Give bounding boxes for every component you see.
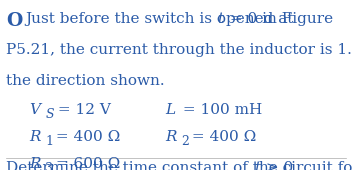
Text: P5.21, the current through the inductor is 1.70 mA in: P5.21, the current through the inductor … <box>6 43 352 57</box>
Text: R: R <box>29 157 40 170</box>
Text: = 0 in Figure: = 0 in Figure <box>225 12 333 26</box>
Text: t: t <box>254 161 260 170</box>
Text: = 12 V: = 12 V <box>53 103 111 117</box>
Text: O: O <box>6 12 23 30</box>
Text: Determine the time constant of the circuit for: Determine the time constant of the circu… <box>6 161 352 170</box>
Text: = 400 Ω: = 400 Ω <box>51 130 121 144</box>
Text: 3: 3 <box>45 162 53 170</box>
Text: Just before the switch is opened at: Just before the switch is opened at <box>25 12 298 26</box>
Text: 2: 2 <box>181 135 189 148</box>
Text: V: V <box>29 103 40 117</box>
Text: R: R <box>29 130 40 144</box>
Text: > 0.: > 0. <box>261 161 298 170</box>
Text: = 600 Ω: = 600 Ω <box>51 157 121 170</box>
Text: R: R <box>165 130 176 144</box>
Text: = 400 Ω: = 400 Ω <box>187 130 257 144</box>
Text: = 100 mH: = 100 mH <box>178 103 262 117</box>
Text: 1: 1 <box>45 135 53 148</box>
Text: the direction shown.: the direction shown. <box>6 74 165 88</box>
Text: t: t <box>218 12 224 26</box>
Text: L: L <box>165 103 175 117</box>
Text: S: S <box>46 108 55 121</box>
